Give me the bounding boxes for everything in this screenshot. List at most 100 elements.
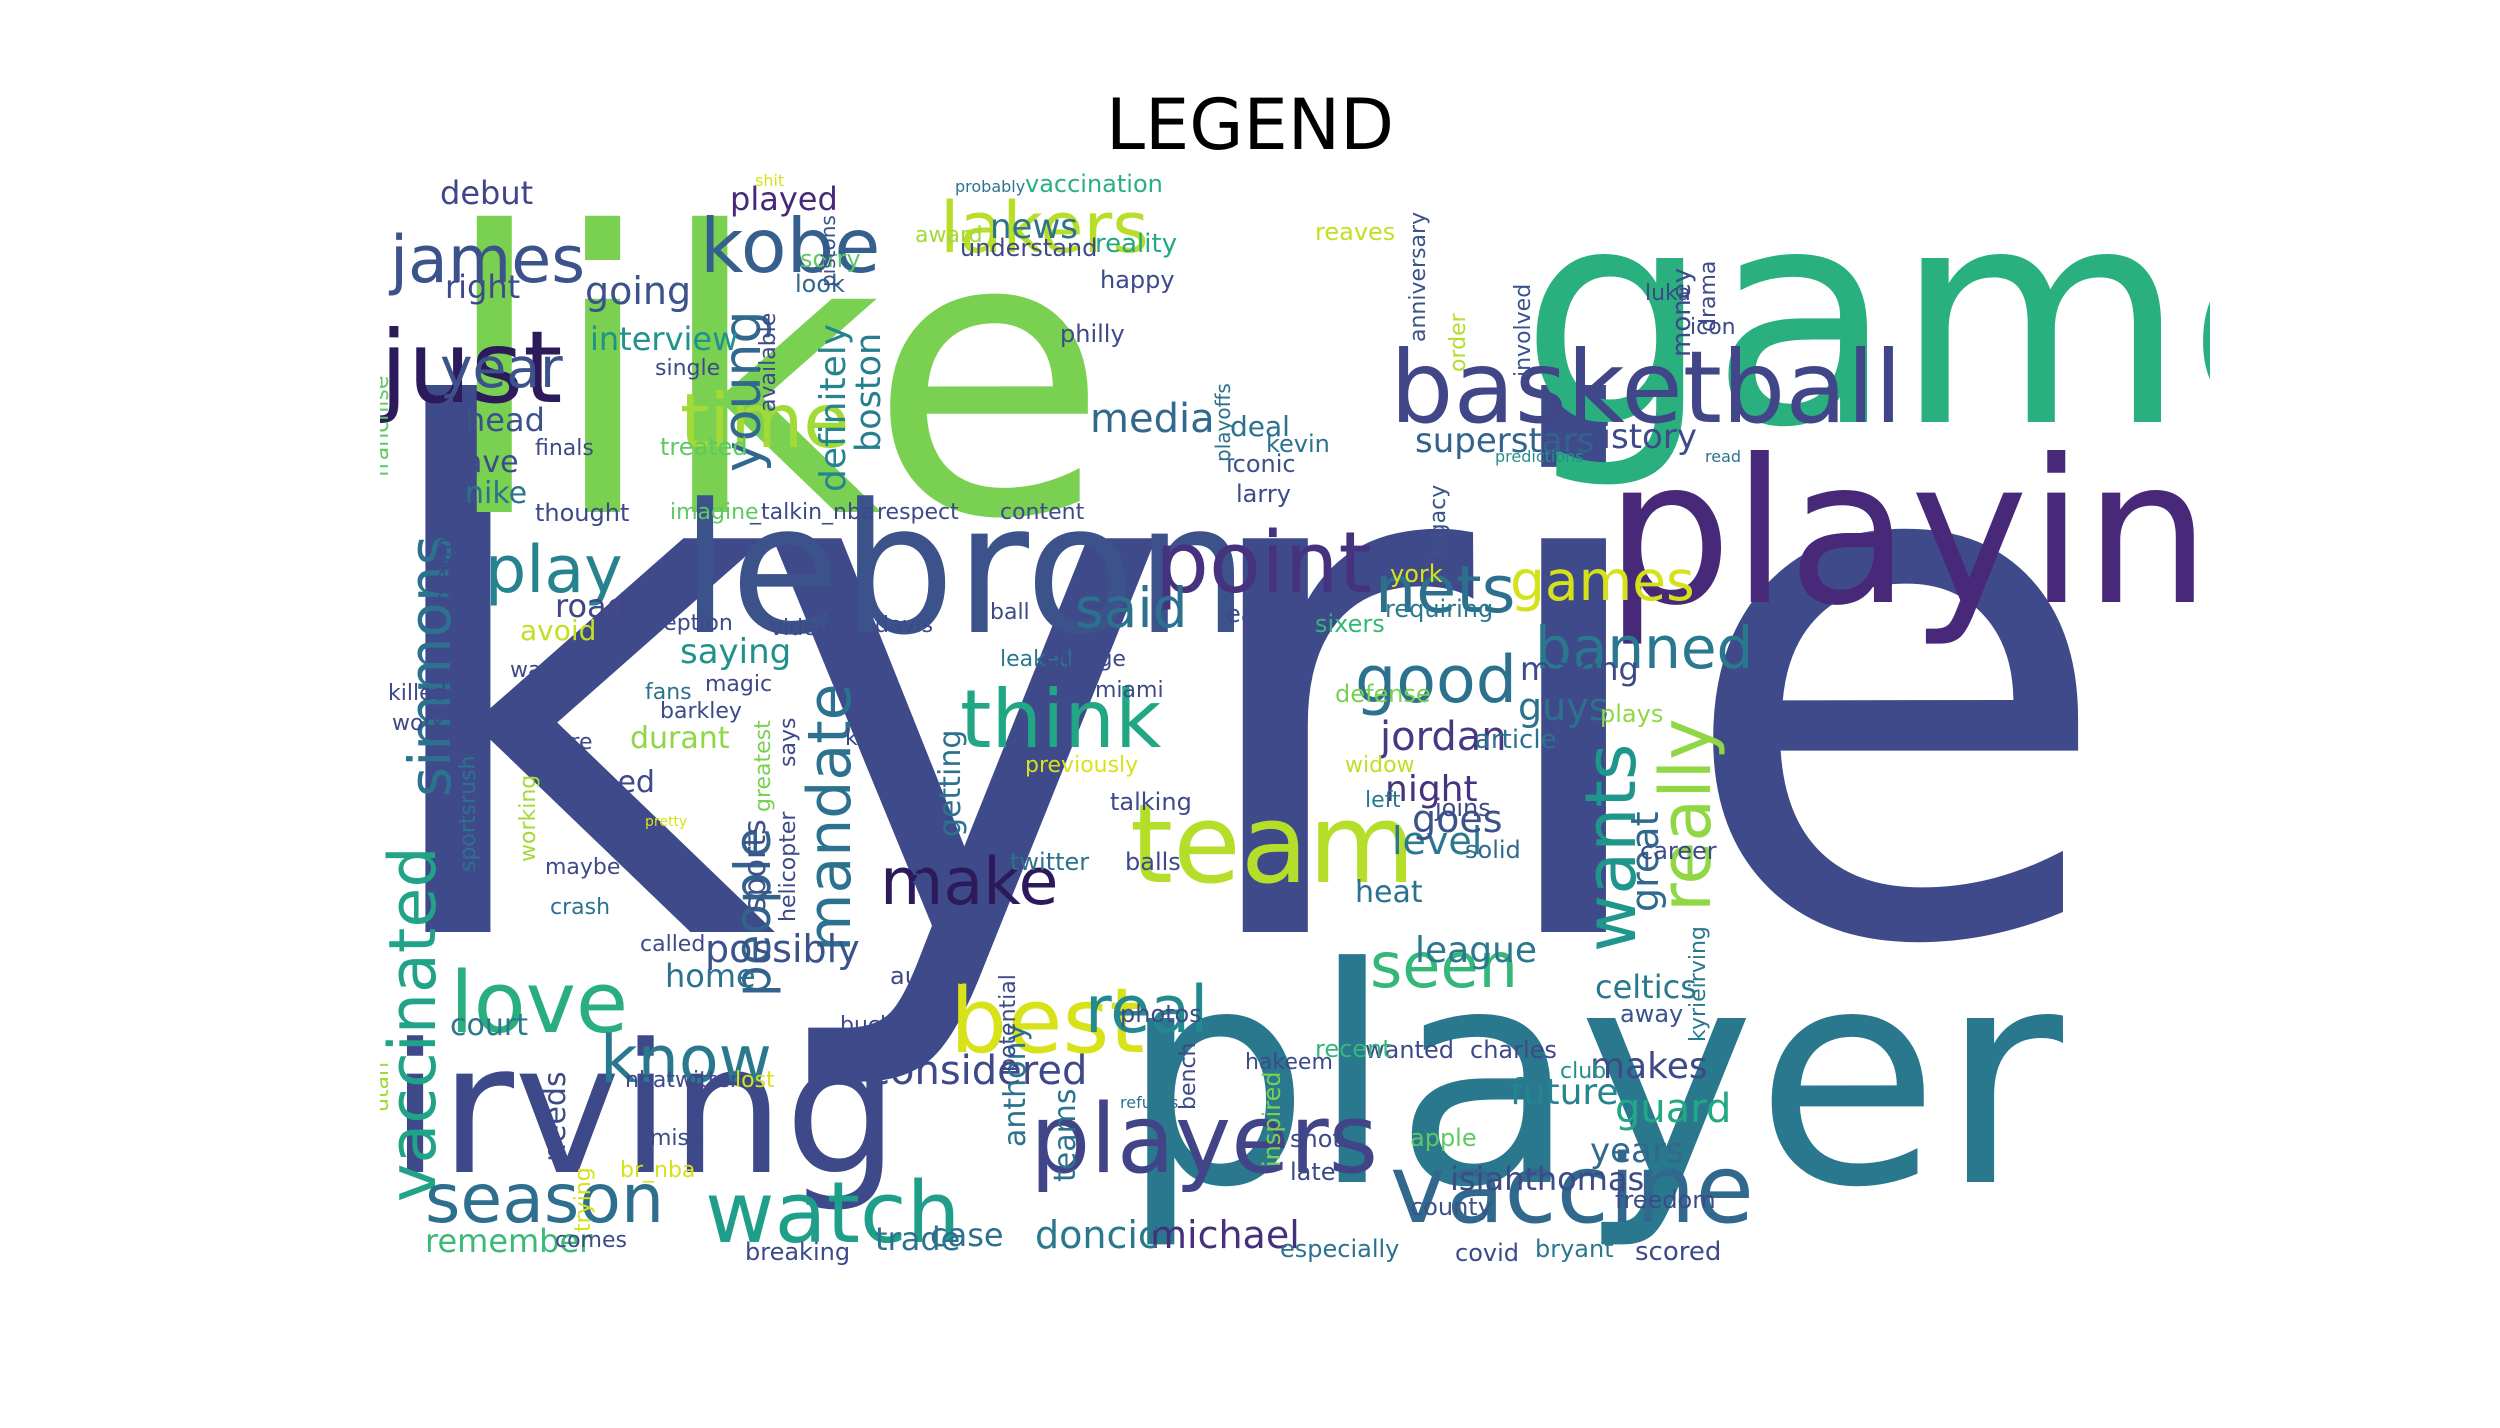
word-playoffs: playoffs [1211,383,1235,462]
word-knicks: knicks [845,726,914,751]
word-nbatwitter: nbatwitter [625,1068,740,1093]
word-kevin: kevin [1266,430,1330,458]
word-hakeem: hakeem [1245,1050,1333,1075]
word-iconic: iconic [1226,450,1296,478]
word-work: work [392,711,445,736]
word-lakers: lakers [940,187,1149,269]
word-single: single [655,356,720,381]
word-durant: durant [630,721,730,756]
word-media: media [1090,396,1215,442]
word-respect: respect [877,500,959,525]
word-year: year [440,336,563,400]
word-making: making [1520,650,1639,688]
word-banned: banned [1535,614,1753,682]
word-anthony: anthony [998,1024,1033,1147]
word-michael: michael [1150,1213,1300,1257]
word-lmao: lmao [1040,666,1094,691]
word-goes: goes [1412,797,1503,841]
word-late: late [1290,1158,1336,1186]
word-freedom: freedom [1615,1186,1716,1214]
word-interview: interview [590,320,738,358]
word-game: game [1520,172,2210,493]
word-home: home [665,957,756,995]
word-reaves: reaves [1315,218,1395,246]
word-balls: balls [1125,848,1181,876]
word-inspired: inspired [1258,1071,1286,1167]
word-content: content [1000,500,1085,525]
word-trade: trade [875,1220,960,1258]
word-nike: nike [465,476,527,511]
word-like: like [440,172,1109,604]
word-basketball: basketball [1390,329,1902,446]
word-predictions: predictions [1495,447,1584,466]
word-right: right [445,268,520,306]
word-court: court [450,1008,528,1043]
word-killed: killed [388,681,447,706]
word-remember: remember [425,1222,593,1260]
word-probably: probably [955,177,1025,196]
word-considered: considered [868,1048,1087,1094]
chart-title: LEGEND [1106,84,1394,166]
word-guys: guys [1518,685,1609,729]
word-money: money [1667,268,1697,357]
word-boston: boston [849,333,889,452]
word-wade: wade [510,658,569,683]
word-simmons: simmons [396,535,464,797]
word-wants: wants [1570,744,1652,952]
word-lost: lost [735,1068,775,1093]
word-joins: joins [1434,794,1491,822]
word-club: club [1560,1059,1606,1084]
word-defense: defense [1335,680,1431,708]
word-franchise: franchise [380,376,394,477]
word-kyrieirving: kyrieirving [1686,926,1711,1042]
word-county: county [1410,1193,1492,1221]
word-mandate: mandate [795,683,865,952]
word-great: great [1623,812,1667,912]
word-team: team [1130,780,1415,908]
word-reality: reality [1095,229,1177,259]
word-ball: ball [990,600,1030,625]
word-love: love [450,954,628,1053]
word-wanted: wanted [1365,1036,1454,1064]
word-players: players [1030,1085,1378,1195]
word-point: point [1155,514,1372,613]
word-involved: involved [1511,284,1536,377]
word-youtube: youtube [906,794,931,885]
word-said: said [1075,576,1188,640]
word-heat: heat [1355,875,1423,910]
word-young: young [713,310,773,472]
word-vaccine: vaccine [1390,1135,1754,1245]
word-change: change [1045,647,1126,672]
word-play: play [485,533,623,608]
word-deal: deal [1230,410,1290,443]
word-greatest: greatest [751,720,776,812]
word-just: just [380,309,562,426]
word-debut: debut [440,174,533,212]
word-career: career [1640,837,1717,865]
word-understand: understand [960,234,1097,262]
word-fans: fans [645,680,692,705]
word-thought: thought [535,499,629,527]
word-br-nba: br_nba [620,1158,695,1183]
word-breaking: breaking [745,1238,850,1266]
word-people: people [724,828,782,997]
word-vaccinated: vaccinated [380,846,451,1202]
word-sorry: sorry [800,245,861,273]
word-crash: crash [550,895,610,920]
word-guard: guard [1615,1086,1731,1132]
word-luka: luka [1645,281,1691,306]
word-case: case [930,1216,1004,1254]
word-bryant: bryant [1535,1235,1614,1263]
word-vaccination: vaccination [1025,172,1163,198]
word-photos: photos [1120,1000,1202,1028]
word-anniversary: anniversary [1406,212,1431,342]
word-league: league [1415,930,1537,971]
word-drama: drama [1696,261,1721,332]
word-pistons: pistons [816,215,840,287]
word-says: says [776,718,801,767]
word-teams: teams [1048,1089,1083,1182]
word-avoid: avoid [520,614,596,647]
word-kobe: kobe [700,202,880,290]
word-head: head [465,401,545,439]
